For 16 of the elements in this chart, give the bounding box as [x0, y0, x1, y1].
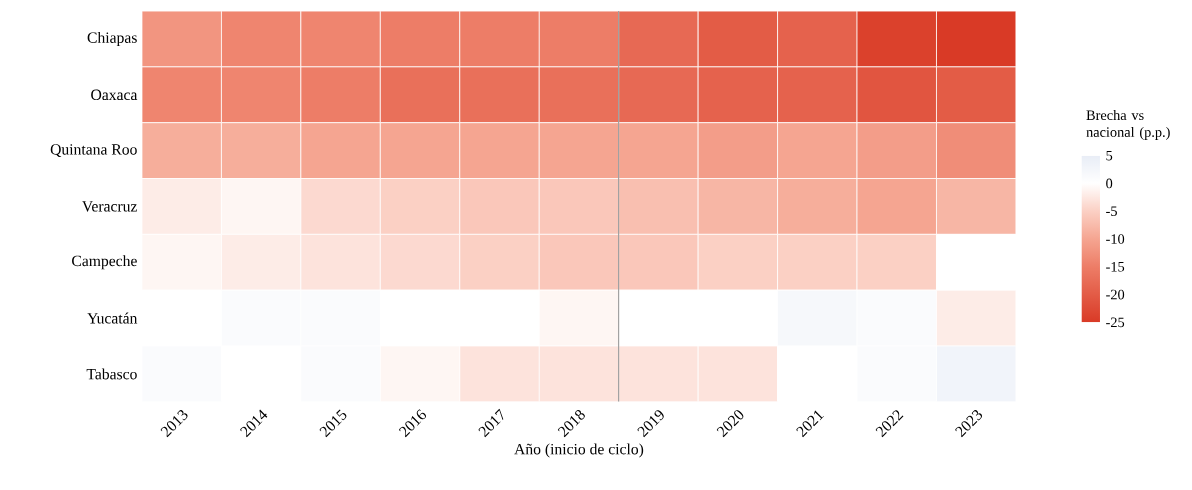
color-bar-label: 0	[1106, 178, 1113, 189]
y-tick-label: Campeche	[72, 255, 137, 270]
y-tick-label: Tabasco	[86, 368, 137, 380]
x-axis-title: Año (inicio de ciclo)	[514, 443, 644, 458]
color-bar-label: -15	[1106, 261, 1125, 272]
color-bar-label: -20	[1106, 289, 1125, 300]
color-bar-label: -25	[1106, 317, 1125, 327]
y-tick-label: Oaxaca	[91, 89, 138, 100]
y-tick-label: Chiapas	[87, 31, 137, 46]
y-tick-label: Veracruz	[82, 201, 137, 212]
color-bar-label: -5	[1106, 206, 1117, 216]
color-bar-label: 5	[1106, 150, 1113, 161]
color-bar-label: -10	[1106, 234, 1125, 244]
y-tick-label: Yucatán	[87, 312, 138, 324]
color-bar-title: Brecha vs nacional (p.p.)	[1086, 109, 1170, 140]
y-tick-label: Quintana Roo	[50, 144, 137, 157]
